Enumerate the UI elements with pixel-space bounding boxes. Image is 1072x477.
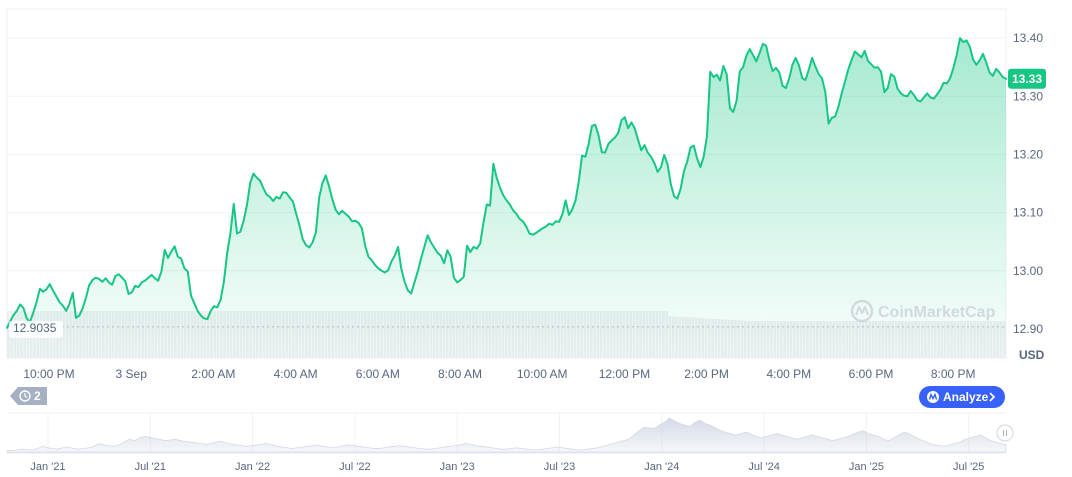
currency-label: USD (1019, 348, 1045, 362)
x-tick-label: 2:00 PM (684, 367, 729, 381)
x-tick-label: 10:00 PM (23, 367, 74, 381)
price-area (7, 38, 1006, 358)
navigator-handle[interactable] (996, 424, 1014, 442)
navigator-label: Jul '21 (135, 461, 166, 473)
history-badge[interactable]: 2 (10, 387, 47, 405)
x-tick-label: 8:00 AM (438, 367, 482, 381)
y-tick-label: 12.90 (1013, 322, 1043, 336)
range-navigator[interactable]: Jan '21 Jul '21 Jan '22 Jul '22 Jan '23 Jul '… (6, 412, 1014, 473)
navigator-label: Jan '24 (644, 461, 679, 473)
x-tick-label: 8:00 PM (931, 367, 976, 381)
baseline-value: 12.9035 (13, 321, 57, 335)
x-tick-label: 10:00 AM (517, 367, 568, 381)
x-tick-label: 12:00 PM (599, 367, 650, 381)
current-price-badge: 13.33 (1008, 68, 1046, 89)
x-tick-label: 6:00 PM (849, 367, 894, 381)
analyze-button[interactable]: Analyze (919, 386, 1005, 408)
navigator-label: Jul '22 (339, 461, 370, 473)
y-tick-label: 13.30 (1013, 89, 1043, 103)
y-tick-label: 13.00 (1013, 264, 1043, 278)
history-count: 2 (34, 389, 41, 403)
y-tick-label: 13.40 (1013, 31, 1043, 45)
navigator-label: Jul '25 (953, 461, 984, 473)
y-tick-label: 13.20 (1013, 147, 1043, 161)
x-tick-label: 4:00 AM (274, 367, 318, 381)
x-tick-label: 3 Sep (116, 367, 148, 381)
y-tick-label: 13.10 (1013, 206, 1043, 220)
y-axis: 13.40 13.30 13.20 13.10 13.00 12.90 (1013, 31, 1043, 336)
coinmarketcap-watermark: CoinMarketCap (850, 299, 996, 323)
navigator-volume-area (6, 417, 1007, 453)
coinmarketcap-logo-icon (850, 299, 874, 323)
watermark-text: CoinMarketCap (878, 304, 996, 321)
x-axis: 10:00 PM 3 Sep 2:00 AM 4:00 AM 6:00 AM 8:00 A… (23, 367, 975, 381)
navigator-label: Jul '23 (544, 461, 575, 473)
navigator-labels: Jan '21 Jul '21 Jan '22 Jul '22 Jan '23 Jul '… (30, 461, 984, 473)
chevron-right-icon (989, 392, 996, 402)
navigator-label: Jan '22 (235, 461, 270, 473)
navigator-label: Jan '25 (849, 461, 884, 473)
navigator-label: Jul '24 (748, 461, 779, 473)
current-price-value: 13.33 (1012, 72, 1042, 86)
history-icon (19, 390, 31, 402)
price-line (6, 37, 1007, 329)
analyze-label: Analyze (943, 390, 989, 404)
navigator-label: Jan '23 (440, 461, 475, 473)
navigator-label: Jan '21 (30, 461, 65, 473)
analyze-logo-icon (927, 391, 939, 403)
baseline-label: 12.9035 (9, 320, 63, 338)
x-tick-label: 2:00 AM (191, 367, 235, 381)
x-tick-label: 4:00 PM (766, 367, 811, 381)
x-tick-label: 6:00 AM (356, 367, 400, 381)
